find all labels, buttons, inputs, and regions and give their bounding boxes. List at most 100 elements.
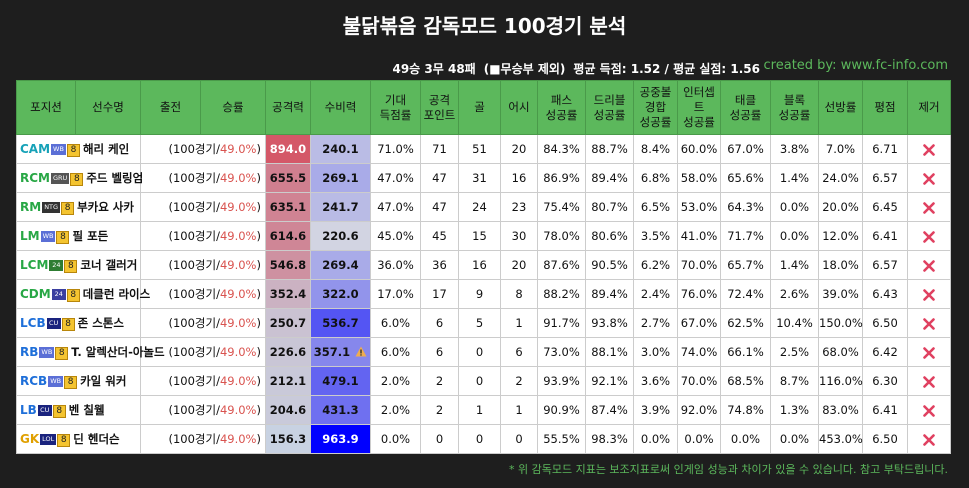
remove-button[interactable] — [923, 143, 935, 156]
position: CDM — [20, 287, 51, 301]
stat-cell: 17.0% — [370, 279, 421, 309]
paren: ) — [256, 316, 262, 330]
player-row: LCM 24 8 코너 갤러거 (100경기/49.0%) 546.8 269.4 36.0%… — [16, 250, 951, 280]
attack-cell: 546.8 — [265, 250, 311, 280]
win-rate: 49.0% — [219, 229, 257, 243]
player-name: 데클런 라이스 — [82, 287, 151, 301]
remove-icon[interactable] — [923, 172, 935, 185]
enhance-level: 8 — [70, 173, 84, 186]
position: RM — [20, 200, 42, 214]
stat-cell: 68.5% — [720, 366, 771, 396]
season-badge: 24 — [49, 260, 64, 271]
remove-icon[interactable] — [923, 288, 935, 301]
remove-button[interactable] — [923, 433, 935, 446]
defense: 220.6 — [322, 229, 359, 243]
games: (100경기/ — [168, 171, 220, 185]
stat-cell: 0 — [458, 337, 501, 367]
player-row: RCM GRU 8 주드 벨링엄 (100경기/49.0%) 655.5 269.1 47.0… — [16, 163, 951, 193]
remove-icon[interactable] — [923, 433, 935, 446]
remove-cell — [907, 424, 951, 454]
stat-cell: 0.0% — [677, 424, 721, 454]
attack: 614.6 — [269, 229, 307, 243]
stat-cell: 30 — [500, 221, 538, 251]
remove-button[interactable] — [923, 201, 935, 214]
stat-cell: 47.0% — [370, 163, 421, 193]
attack-cell: 212.1 — [265, 366, 311, 396]
enhance-level: 8 — [66, 144, 80, 157]
stat-cell: 6.50 — [862, 308, 908, 338]
stat-cell: 2.5% — [770, 337, 819, 367]
remove-button[interactable] — [923, 230, 935, 243]
remove-button[interactable] — [923, 317, 935, 330]
games-cell: (100경기/49.0%) — [140, 279, 266, 309]
player-row: RB WB 8 T. 알렉산더-아놀드 (100경기/49.0%) 226.6 357.1 6… — [16, 337, 951, 367]
season-badge: CU — [37, 405, 52, 416]
remove-icon[interactable] — [923, 143, 935, 156]
season-badge: WB — [40, 231, 56, 242]
enhance-level: 8 — [66, 289, 80, 302]
stat-cell: 89.4% — [585, 163, 634, 193]
defense: 963.9 — [322, 432, 359, 446]
remove-button[interactable] — [923, 288, 935, 301]
footnote: * 위 감독모드 지표는 보조지표로써 인게임 성능과 차이가 있을 수 있습니… — [508, 463, 948, 476]
defense-cell: 536.7 — [310, 308, 371, 338]
stat-cell: 88.2% — [537, 279, 586, 309]
stat-cell: 0.0% — [720, 424, 771, 454]
enhance-level: 8 — [61, 202, 75, 215]
stat-cell: 88.7% — [585, 134, 634, 164]
paren: ) — [256, 432, 262, 446]
remove-icon[interactable] — [923, 346, 935, 359]
stat-cell: 64.3% — [720, 192, 771, 222]
stat-cell: 1 — [500, 395, 538, 425]
paren: ) — [256, 229, 262, 243]
attack: 894.0 — [269, 142, 307, 156]
player-name: 코너 갤러거 — [80, 258, 138, 272]
stat-cell: 0 — [500, 424, 538, 454]
attack: 250.7 — [269, 316, 307, 330]
paren: ) — [256, 345, 262, 359]
position: RCB — [20, 374, 48, 388]
stat-cell: 6 — [420, 337, 459, 367]
player-cell: GK LOL 8 딘 헨더슨 — [16, 424, 141, 454]
position: RCM — [20, 171, 50, 185]
stat-cell: 31 — [458, 163, 501, 193]
games-cell: (100경기/49.0%) — [140, 134, 266, 164]
remove-button[interactable] — [923, 375, 935, 388]
remove-icon[interactable] — [923, 259, 935, 272]
defense: 357.1 — [313, 345, 351, 359]
remove-button[interactable] — [923, 404, 935, 417]
paren: ) — [256, 171, 262, 185]
remove-icon[interactable] — [923, 317, 935, 330]
player-name: 해리 케인 — [82, 142, 130, 156]
remove-icon[interactable] — [923, 404, 935, 417]
stat-cell: 36 — [420, 250, 459, 280]
attack-cell: 635.1 — [265, 192, 311, 222]
stat-cell: 80.7% — [585, 192, 634, 222]
column-header: 기대 득점률 — [370, 80, 421, 135]
games-cell: (100경기/49.0%) — [140, 221, 266, 251]
attack-cell: 614.6 — [265, 221, 311, 251]
stat-cell: 65.7% — [720, 250, 771, 280]
attack-cell: 352.4 — [265, 279, 311, 309]
remove-button[interactable] — [923, 346, 935, 359]
games: (100경기/ — [168, 142, 220, 156]
stat-cell: 24.0% — [818, 163, 863, 193]
position: LCM — [20, 258, 49, 272]
win-rate: 49.0% — [219, 171, 257, 185]
column-header: 패스 성공률 — [537, 80, 586, 135]
stat-cell: 0 — [420, 424, 459, 454]
stat-cell: 45 — [420, 221, 459, 251]
remove-button[interactable] — [923, 172, 935, 185]
remove-icon[interactable] — [923, 201, 935, 214]
enhance-level: 8 — [57, 434, 71, 447]
stat-cell: 20 — [500, 250, 538, 280]
credit: created by: www.fc-info.com — [763, 58, 948, 73]
stat-cell: 8.4% — [633, 134, 678, 164]
remove-icon[interactable] — [923, 375, 935, 388]
remove-icon[interactable] — [923, 230, 935, 243]
column-header: 공격 포인트 — [420, 80, 459, 135]
stat-cell: 90.5% — [585, 250, 634, 280]
stat-cell: 72.4% — [720, 279, 771, 309]
remove-button[interactable] — [923, 259, 935, 272]
